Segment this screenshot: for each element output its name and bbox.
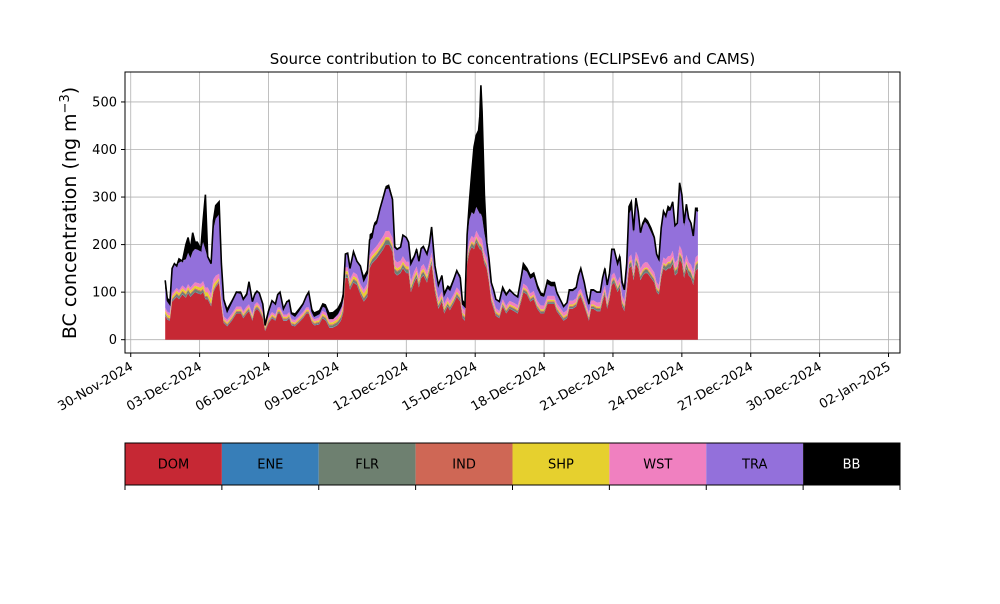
legend-swatch-flr [318,443,416,485]
y-tick-label: 100 [92,286,117,301]
legend-swatch-tra [706,443,804,485]
legend-label-tra: TRA [741,458,767,473]
legend-label-bb: BB [843,458,861,473]
y-tick-label: 200 [92,238,117,253]
legend-colorbar: DOM ENE FLR IND SHP WST TRA BB [124,442,901,490]
legend-label-flr: FLR [355,458,379,473]
legend-label-wst: WST [643,458,672,473]
legend-swatch-ind [415,443,513,485]
area-dom [165,242,698,340]
y-tick-label: 400 [92,143,117,158]
y-axis-label: BC concentration (ng m−3) [58,87,81,339]
legend-label-shp: SHP [548,458,574,473]
legend-label-ind: IND [452,458,476,473]
legend-swatch-shp [512,443,610,485]
legend-swatch-ene [221,443,319,485]
legend-label-dom: DOM [158,458,189,473]
y-axis-label-close: ) [59,87,81,94]
legend-swatch-wst [609,443,707,485]
total-line [164,85,699,326]
y-tick-label: 500 [92,95,117,110]
y-axis-label-main: BC concentration (ng m [59,113,81,339]
y-axis-label-superscript: −3 [58,94,73,113]
legend-swatch-dom [125,443,222,485]
plot-frame [124,71,901,354]
legend-swatch-bb [803,443,900,485]
y-tick-label: 300 [92,191,117,206]
y-tick-label: 0 [109,333,117,348]
legend-label-ene: ENE [257,458,283,473]
legend-frame [124,442,901,486]
chart-title: Source contribution to BC concentrations… [270,50,755,68]
